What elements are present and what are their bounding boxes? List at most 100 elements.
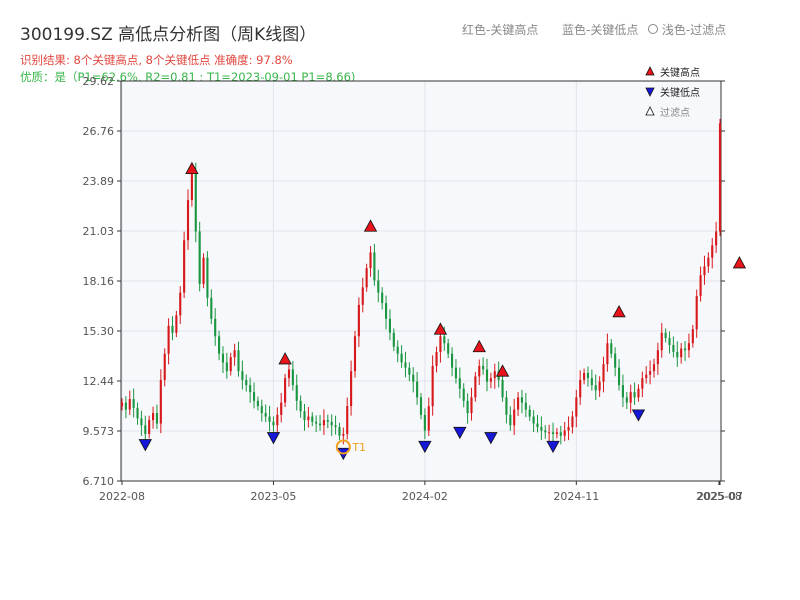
- candle-body: [555, 432, 558, 435]
- candle-body: [307, 416, 310, 421]
- candle-body: [614, 353, 617, 368]
- key-high-marker: [732, 256, 747, 269]
- candle-body: [155, 413, 159, 424]
- candle-body: [132, 399, 135, 408]
- candle-body: [687, 343, 690, 351]
- key-high-marker: [472, 339, 486, 353]
- candle-body: [190, 170, 193, 201]
- legend-top-low: 蓝色-关键低点: [562, 23, 639, 37]
- candle-body: [256, 400, 259, 407]
- candle-body: [664, 332, 667, 339]
- candle-body: [470, 397, 473, 414]
- candle-body: [416, 381, 419, 398]
- candle-body: [676, 351, 679, 358]
- candle-body: [439, 336, 442, 352]
- candle-body: [629, 392, 632, 403]
- candle-body: [276, 414, 279, 426]
- key-high-marker: [495, 364, 510, 377]
- candle-body: [621, 385, 624, 398]
- candle-body: [322, 420, 325, 426]
- candle-body: [683, 348, 687, 351]
- candle-body: [617, 367, 621, 386]
- candle-body: [520, 397, 524, 403]
- candle-body: [346, 406, 349, 435]
- candle-body: [509, 414, 512, 426]
- candle-body: [451, 353, 454, 368]
- y-tick-label: 21.03: [83, 225, 115, 238]
- candle-body: [210, 297, 213, 319]
- candle-body: [427, 406, 430, 431]
- candle-body: [144, 425, 147, 435]
- candle-body: [660, 332, 663, 351]
- key-high-marker: [278, 352, 292, 365]
- candle-body: [225, 362, 228, 372]
- candle-body: [699, 275, 702, 297]
- candle-body: [532, 416, 535, 424]
- candle-body: [649, 371, 652, 375]
- candle-body: [284, 378, 287, 403]
- candle-body: [594, 385, 597, 391]
- candle-body: [513, 409, 516, 426]
- x-tick-label: 2024-02: [402, 490, 448, 503]
- legend-label: 关键低点: [660, 86, 700, 99]
- candle-body: [602, 364, 605, 382]
- candle-body: [517, 397, 520, 410]
- legend-top-high: 红色-关键高点: [462, 23, 539, 37]
- x-tick-label: 2023-05: [250, 490, 296, 503]
- candle-body: [680, 348, 683, 358]
- candle-body: [447, 343, 450, 354]
- candle-body: [202, 257, 205, 284]
- candle-body: [559, 432, 562, 436]
- candle-body: [707, 257, 710, 267]
- candle-body: [268, 416, 271, 422]
- candle-body: [237, 350, 240, 372]
- candle-body: [404, 362, 407, 368]
- candle-body: [548, 432, 551, 434]
- candle-body: [171, 325, 174, 333]
- candle-body: [489, 378, 492, 382]
- candle-body: [571, 416, 574, 428]
- y-tick-label: 29.62: [83, 75, 115, 88]
- candle-body: [493, 371, 496, 379]
- candle-body: [249, 385, 252, 393]
- key-low-marker: [266, 432, 281, 445]
- candle-body: [641, 378, 644, 389]
- candle-body: [610, 343, 613, 354]
- candle-body: [233, 350, 236, 358]
- candle-body: [388, 318, 391, 333]
- candle-body: [524, 402, 527, 410]
- candle-body: [260, 406, 263, 414]
- candle-body: [241, 371, 244, 380]
- legend-marker-triangle-up: [645, 66, 655, 76]
- candle-body: [152, 413, 155, 421]
- candle-body: [326, 420, 329, 422]
- candle-body: [381, 292, 384, 304]
- candle-body: [280, 402, 283, 415]
- x-tick-label: 2024-11: [553, 490, 599, 503]
- candle-body: [478, 365, 481, 377]
- candle-body: [474, 376, 477, 398]
- candle-body: [373, 252, 376, 281]
- key-high-marker: [185, 161, 199, 175]
- key-low-marker: [631, 409, 646, 422]
- key-high-marker: [612, 304, 626, 318]
- legend-top-filtered: 浅色-过滤点: [648, 21, 726, 38]
- candle-body: [163, 353, 166, 380]
- candle-body: [462, 388, 465, 401]
- legend-marker-triangle-down: [645, 87, 655, 97]
- candle-body: [419, 397, 423, 415]
- legend-label: 关键高点: [660, 66, 700, 79]
- chart-title: 300199.SZ 高低点分析图（周K线图）: [20, 25, 317, 45]
- candle-body: [338, 427, 341, 436]
- y-tick-label: 18.16: [83, 275, 115, 288]
- y-tick-label: 23.89: [83, 175, 115, 188]
- candle-body: [536, 423, 539, 428]
- candle-body: [140, 418, 143, 426]
- candle-body: [443, 336, 446, 344]
- candle-body: [128, 399, 131, 410]
- candle-body: [229, 357, 232, 372]
- candle-body: [303, 411, 306, 421]
- candle-body: [645, 374, 648, 379]
- candle-body: [567, 427, 570, 431]
